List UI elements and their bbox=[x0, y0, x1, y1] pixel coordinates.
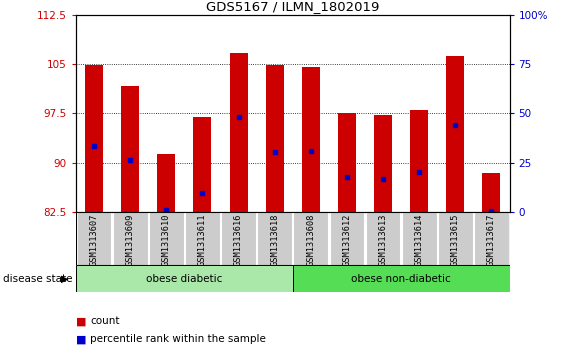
Text: GSM1313608: GSM1313608 bbox=[306, 214, 315, 266]
Bar bbox=[374, 115, 392, 212]
Text: GSM1313617: GSM1313617 bbox=[487, 214, 496, 266]
Bar bbox=[230, 53, 248, 212]
Bar bbox=[266, 65, 284, 212]
Bar bbox=[474, 212, 509, 265]
Bar bbox=[149, 212, 184, 265]
Text: GSM1313610: GSM1313610 bbox=[162, 214, 171, 266]
Text: ▶: ▶ bbox=[61, 274, 69, 284]
Text: GSM1313611: GSM1313611 bbox=[198, 214, 207, 266]
Text: GSM1313607: GSM1313607 bbox=[90, 214, 99, 266]
Bar bbox=[482, 173, 501, 212]
Bar bbox=[85, 65, 103, 212]
Bar bbox=[293, 212, 328, 265]
Bar bbox=[113, 212, 148, 265]
Text: GSM1313612: GSM1313612 bbox=[342, 214, 351, 266]
Text: ■: ■ bbox=[77, 334, 87, 344]
Bar bbox=[438, 212, 473, 265]
Bar bbox=[221, 212, 256, 265]
Text: obese non-diabetic: obese non-diabetic bbox=[351, 274, 451, 284]
Bar bbox=[402, 212, 436, 265]
Text: GSM1313614: GSM1313614 bbox=[415, 214, 424, 266]
Bar bbox=[194, 117, 212, 212]
Bar bbox=[293, 265, 510, 292]
Bar bbox=[185, 212, 220, 265]
Bar bbox=[157, 154, 175, 212]
Bar bbox=[76, 265, 293, 292]
Text: GSM1313609: GSM1313609 bbox=[126, 214, 135, 266]
Title: GDS5167 / ILMN_1802019: GDS5167 / ILMN_1802019 bbox=[206, 0, 379, 13]
Bar bbox=[446, 56, 464, 212]
Bar bbox=[338, 113, 356, 212]
Bar bbox=[257, 212, 292, 265]
Bar bbox=[77, 212, 111, 265]
Text: percentile rank within the sample: percentile rank within the sample bbox=[90, 334, 266, 344]
Text: disease state: disease state bbox=[3, 274, 72, 284]
Text: obese diabetic: obese diabetic bbox=[146, 274, 222, 284]
Bar bbox=[302, 67, 320, 212]
Bar bbox=[329, 212, 364, 265]
Text: count: count bbox=[90, 316, 119, 326]
Text: GSM1313613: GSM1313613 bbox=[378, 214, 387, 266]
Bar bbox=[121, 86, 139, 212]
Text: ■: ■ bbox=[77, 316, 87, 326]
Text: GSM1313618: GSM1313618 bbox=[270, 214, 279, 266]
Text: GSM1313615: GSM1313615 bbox=[451, 214, 460, 266]
Bar bbox=[410, 110, 428, 212]
Text: GSM1313616: GSM1313616 bbox=[234, 214, 243, 266]
Bar bbox=[366, 212, 400, 265]
